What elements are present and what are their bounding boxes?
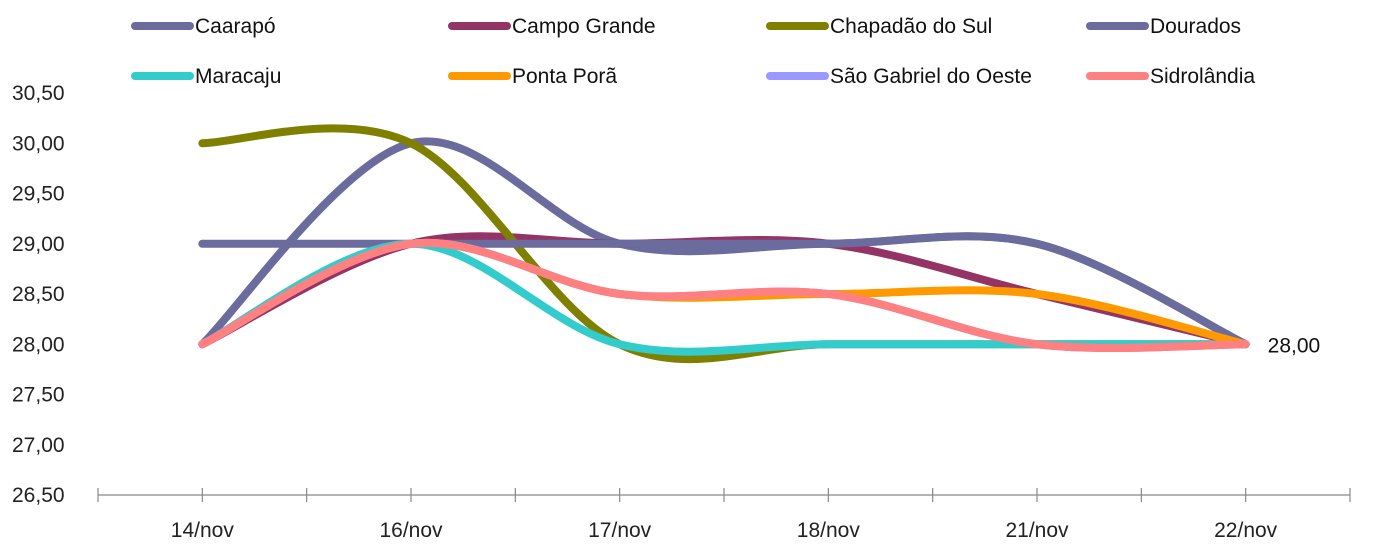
- y-tick-label: 29,50: [12, 183, 65, 206]
- x-axis: 14/nov 16/nov 17/nov 18/nov 21/nov 22/nov: [97, 488, 1351, 542]
- legend-label: Dourados: [1150, 15, 1241, 38]
- legend: Caarapó Campo Grande Chapadão do Sul Dourad…: [131, 15, 1255, 88]
- y-tick-label: 26,50: [12, 484, 65, 507]
- legend-label: Caarapó: [195, 15, 276, 38]
- annotations: 28,00: [1268, 334, 1321, 357]
- y-tick-label: 29,00: [12, 233, 65, 256]
- x-tick-label: 22/nov: [1214, 519, 1278, 542]
- x-tick-label: 17/nov: [588, 519, 652, 542]
- series-lines: [198, 124, 1250, 364]
- legend-label: Sidrolândia: [1150, 65, 1255, 88]
- y-tick-label: 30,50: [12, 82, 65, 105]
- y-tick-label: 27,50: [12, 384, 65, 407]
- legend-label: Chapadão do Sul: [830, 15, 992, 38]
- legend-label: Campo Grande: [512, 15, 656, 38]
- legend-item-ponta-pora: Ponta Porã: [448, 65, 617, 88]
- y-tick-label: 28,00: [12, 333, 65, 356]
- x-tick-label: 18/nov: [797, 519, 861, 542]
- x-tick-label: 16/nov: [379, 519, 443, 542]
- x-tick-label: 21/nov: [1005, 519, 1069, 542]
- legend-item-caarapo: Caarapó: [131, 15, 276, 38]
- legend-item-campo-grande: Campo Grande: [448, 15, 656, 38]
- data-label: 28,00: [1268, 334, 1321, 357]
- y-tick-label: 27,00: [12, 434, 65, 457]
- legend-item-sao-gabriel-do-oeste: São Gabriel do Oeste: [766, 65, 1032, 88]
- y-tick-label: 30,00: [12, 132, 65, 155]
- legend-item-maracaju: Maracaju: [131, 65, 281, 88]
- legend-label: Ponta Porã: [512, 65, 617, 88]
- legend-label: São Gabriel do Oeste: [830, 65, 1032, 88]
- series-line-sidrolandia: [198, 238, 1250, 352]
- legend-label: Maracaju: [195, 65, 281, 88]
- legend-item-chapadao-do-sul: Chapadão do Sul: [766, 15, 992, 38]
- legend-item-dourados: Dourados: [1086, 15, 1241, 38]
- y-tick-label: 28,50: [12, 283, 65, 306]
- x-tick-label: 14/nov: [171, 519, 235, 542]
- y-axis-tick-labels: 26,50 27,00 27,50 28,00 28,50 29,00 29,50 30,00…: [12, 82, 65, 507]
- legend-item-sidrolandia: Sidrolândia: [1086, 65, 1255, 88]
